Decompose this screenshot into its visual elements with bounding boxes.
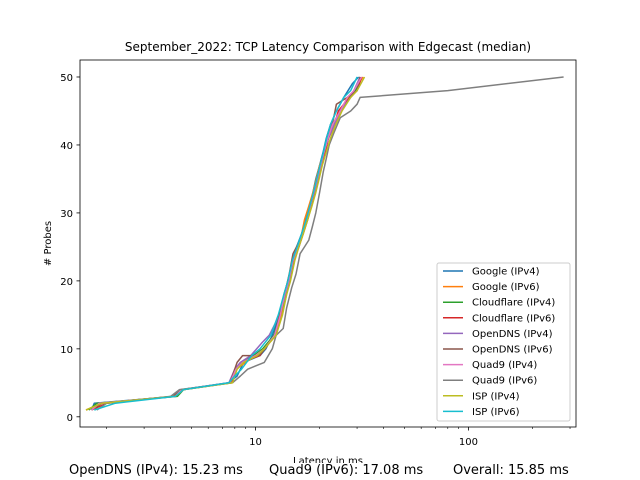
legend-label-6: Quad9 (IPv4) [472, 360, 537, 371]
y-tick-label-50: 50 [60, 73, 73, 84]
series-line-3 [91, 76, 363, 411]
series-line-7 [96, 76, 564, 411]
legend-label-5: OpenDNS (IPv6) [472, 345, 553, 356]
y-tick-label-40: 40 [60, 141, 73, 152]
legend-label-9: ISP (IPv6) [472, 407, 520, 418]
legend-label-3: Cloudflare (IPv6) [472, 313, 555, 324]
chart-title: September_2022: TCP Latency Comparison w… [125, 40, 531, 54]
series-line-6 [91, 76, 363, 411]
footer-stat-quad9-ipv6: Quad9 (IPv6): 17.08 ms [269, 463, 424, 478]
series-line-8 [85, 76, 366, 411]
plot-frame [79, 59, 577, 428]
y-tick-label-0: 0 [67, 413, 73, 424]
summary-footer: OpenDNS (IPv4): 15.23 ms Quad9 (IPv6): 1… [0, 463, 640, 480]
legend-box [436, 262, 571, 422]
x-axis-label: Latency in ms [293, 456, 363, 463]
series-line-2 [88, 76, 361, 411]
latency-chart: September_2022: TCP Latency Comparison w… [43, 40, 577, 463]
legend-label-7: Quad9 (IPv6) [472, 376, 537, 387]
y-tick-label-10: 10 [60, 345, 73, 356]
series-line-5 [91, 76, 361, 411]
y-tick-label-20: 20 [60, 277, 73, 288]
series-line-9 [94, 76, 358, 411]
series-line-0 [90, 76, 360, 411]
x-tick-label-100: 100 [459, 437, 478, 448]
legend-label-8: ISP (IPv4) [472, 391, 520, 402]
footer-stat-opendns-ipv4: OpenDNS (IPv4): 15.23 ms [69, 463, 243, 478]
series-line-4 [91, 76, 361, 411]
y-axis-label: # Probes [43, 221, 54, 266]
y-tick-label-30: 30 [60, 209, 73, 220]
legend-label-4: OpenDNS (IPv4) [472, 329, 553, 340]
series-line-1 [85, 76, 364, 411]
x-tick-label-10: 10 [249, 437, 262, 448]
footer-stat-overall: Overall: 15.85 ms [453, 463, 569, 478]
legend-label-2: Cloudflare (IPv4) [472, 298, 555, 309]
legend-label-1: Google (IPv6) [472, 282, 540, 293]
legend-label-0: Google (IPv4) [472, 267, 540, 278]
